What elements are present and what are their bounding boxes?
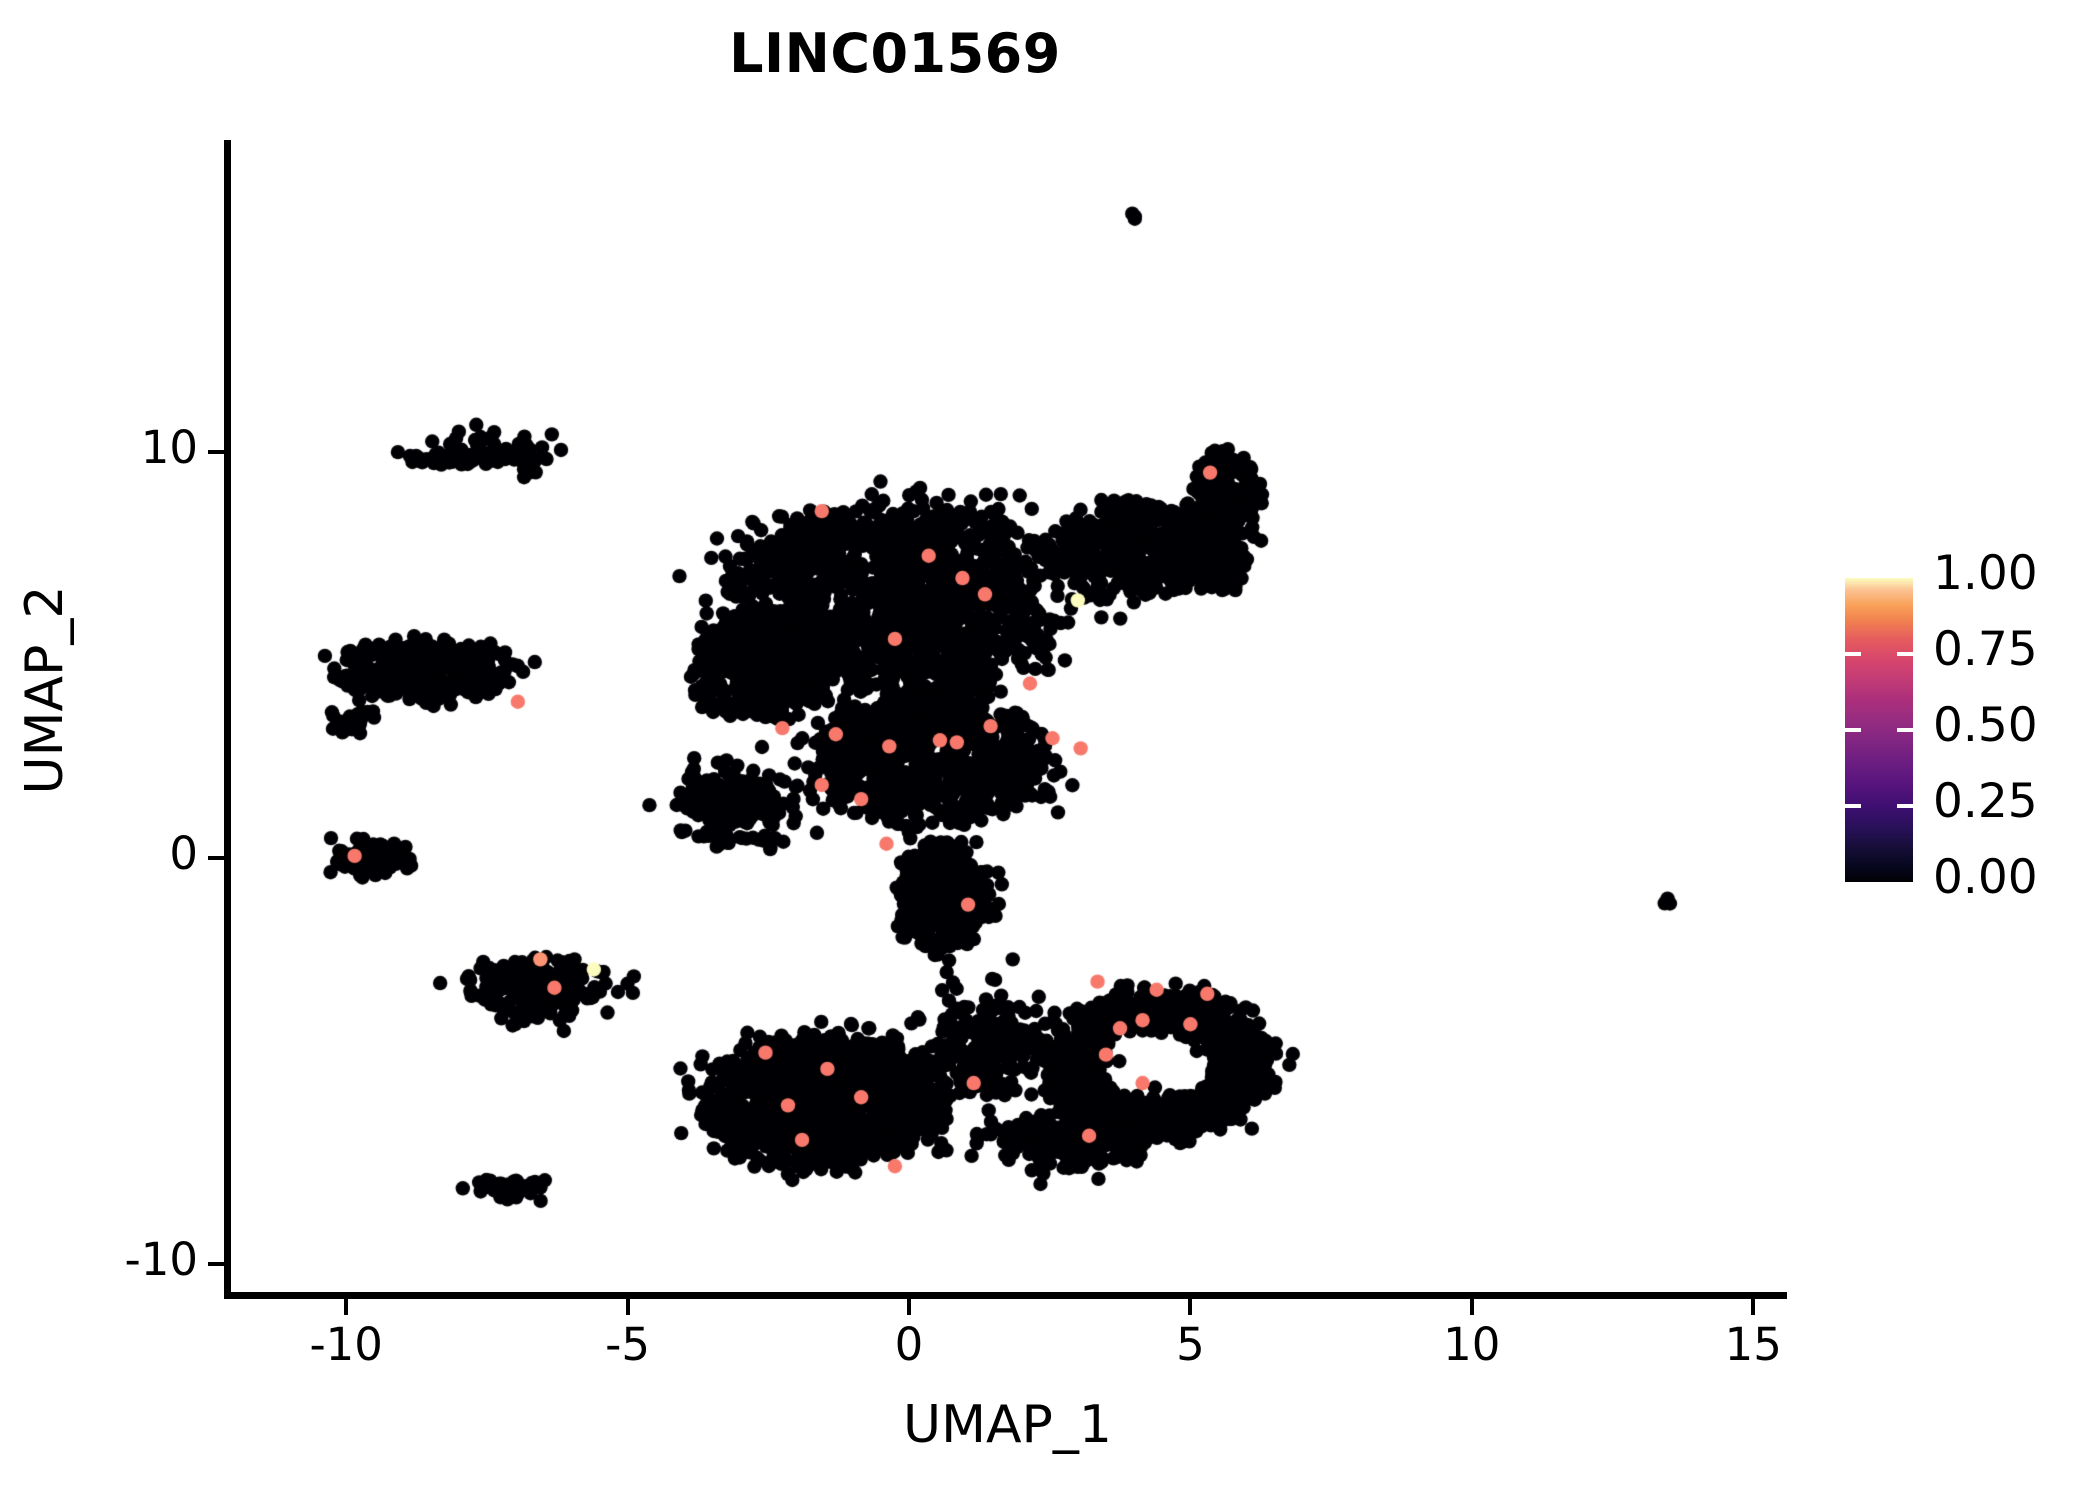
x-tick-mark — [344, 1299, 349, 1315]
colorbar-tick-mark — [1845, 652, 1861, 656]
x-axis-label: UMAP_1 — [903, 1395, 1112, 1455]
x-tick-label: -10 — [309, 1318, 383, 1371]
colorbar-tick-mark — [1845, 728, 1861, 732]
x-tick-label: 10 — [1443, 1318, 1501, 1371]
colorbar-tick-label: 0.00 — [1933, 850, 2038, 905]
x-axis-spine — [224, 1292, 1787, 1299]
y-axis-spine — [224, 140, 231, 1299]
colorbar-tick-mark — [1897, 728, 1913, 732]
x-tick-mark — [1751, 1299, 1756, 1315]
colorbar-tick-mark — [1845, 804, 1861, 808]
x-tick-label: -5 — [605, 1318, 651, 1371]
y-tick-mark — [208, 1261, 224, 1266]
x-tick-label: 5 — [1176, 1318, 1205, 1371]
x-tick-mark — [907, 1299, 911, 1315]
y-axis-label: UMAP_2 — [15, 585, 75, 795]
y-tick-label: 0 — [169, 826, 198, 880]
colorbar-tick-mark — [1897, 652, 1913, 656]
plot-area — [228, 140, 1787, 1296]
colorbar-tick-label: 1.00 — [1933, 546, 2038, 601]
page-title: LINC01569 — [729, 22, 1061, 85]
x-tick-mark — [1188, 1299, 1193, 1315]
y-tick-label: 10 — [140, 421, 198, 475]
scatter-points-canvas — [228, 140, 1787, 1296]
colorbar-tick-label: 0.50 — [1933, 698, 2038, 753]
x-tick-label: 15 — [1724, 1318, 1782, 1371]
y-tick-mark — [208, 450, 224, 455]
x-tick-mark — [625, 1299, 630, 1315]
x-tick-label: 0 — [894, 1318, 924, 1371]
x-tick-mark — [1469, 1299, 1474, 1315]
y-tick-label: -10 — [124, 1232, 199, 1286]
colorbar-tick-mark — [1897, 804, 1913, 808]
y-tick-mark — [208, 855, 224, 860]
colorbar-tick-label: 0.75 — [1933, 622, 2038, 677]
colorbar-tick-label: 0.25 — [1933, 774, 2038, 829]
